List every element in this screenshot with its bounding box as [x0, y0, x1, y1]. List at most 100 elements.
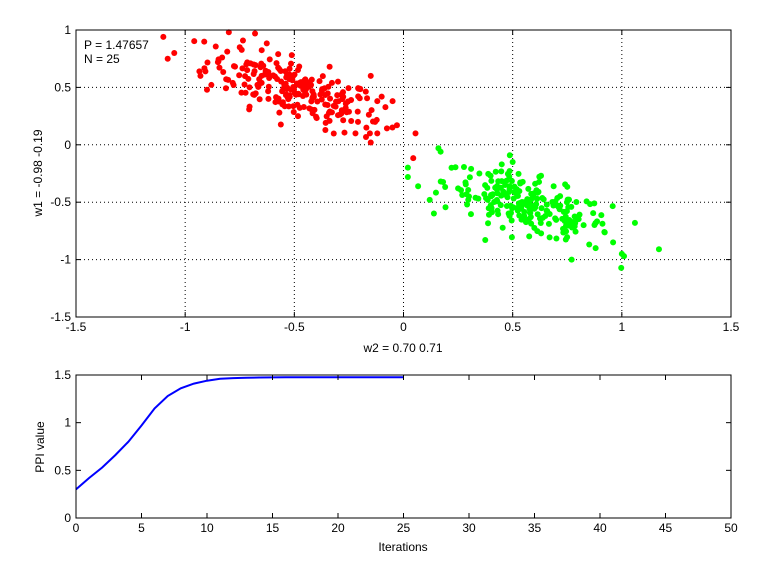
scatter-point	[437, 178, 444, 185]
scatter-point	[448, 164, 455, 171]
scatter-point	[404, 173, 411, 180]
scatter-point	[322, 101, 329, 108]
scatter-point	[382, 104, 389, 111]
scatter-point	[571, 213, 578, 220]
scatter-point	[355, 93, 362, 100]
scatter-point	[560, 208, 567, 215]
scatter-point	[563, 228, 570, 235]
scatter-point	[367, 139, 374, 146]
scatter-point	[354, 118, 361, 125]
scatter-point	[222, 85, 229, 92]
scatter-point	[344, 98, 351, 105]
scatter-point	[389, 124, 396, 131]
line-x-tick-label: 30	[462, 521, 476, 535]
scatter-point	[266, 56, 273, 63]
scatter-point	[555, 202, 562, 209]
scatter-point	[245, 75, 252, 82]
scatter-point	[389, 98, 396, 105]
scatter-point	[277, 121, 284, 128]
line-ticks: 0 5 10 15 20 25 30 35 40 45 50 0 0.5 1 1.5	[54, 368, 738, 535]
scatter-point	[546, 211, 553, 218]
scatter-point	[462, 179, 469, 186]
scatter-point	[208, 81, 215, 88]
scatter-point	[516, 200, 523, 207]
scatter-y-tick-label: 1	[64, 23, 71, 37]
scatter-x-tick-label: 1	[618, 320, 625, 334]
scatter-point	[303, 91, 310, 98]
line-y-tick-label: 1.5	[54, 368, 71, 382]
scatter-point	[601, 229, 608, 236]
scatter-point	[160, 33, 167, 40]
scatter-point	[553, 235, 560, 242]
scatter-point	[498, 161, 505, 168]
scatter-point	[487, 202, 494, 209]
scatter-point	[494, 183, 501, 190]
scatter-point	[372, 118, 379, 125]
scatter-point	[415, 183, 422, 190]
line-x-tick-label: 25	[397, 521, 411, 535]
scatter-y-tick-label: 0.5	[54, 80, 71, 94]
scatter-point	[339, 107, 346, 114]
scatter-point	[527, 213, 534, 220]
scatter-point	[374, 98, 381, 105]
scatter-point	[275, 64, 282, 71]
scatter-point	[533, 187, 540, 194]
scatter-axes-background	[76, 30, 731, 317]
scatter-point	[383, 125, 390, 132]
scatter-point	[265, 95, 272, 102]
scatter-point	[273, 60, 280, 67]
scatter-point	[363, 124, 370, 131]
scatter-point	[325, 83, 332, 90]
scatter-point	[497, 202, 504, 209]
scatter-point	[538, 205, 545, 212]
scatter-point	[341, 129, 348, 136]
scatter-point	[327, 95, 334, 102]
scatter-point	[225, 29, 232, 36]
scatter-point	[536, 178, 543, 185]
scatter-point	[265, 83, 272, 90]
scatter-point	[202, 68, 209, 75]
annotation-n-value: N = 25	[84, 52, 120, 66]
scatter-point	[265, 88, 272, 95]
scatter-point	[322, 119, 329, 126]
scatter-point	[442, 183, 449, 190]
scatter-point	[243, 61, 250, 68]
scatter-point	[366, 130, 373, 137]
scatter-point	[239, 65, 246, 72]
scatter-point	[466, 193, 472, 200]
scatter-point	[511, 183, 518, 190]
scatter-point	[561, 218, 568, 225]
scatter-point	[545, 220, 552, 227]
scatter-point	[244, 67, 251, 74]
scatter-point	[232, 63, 239, 70]
scatter-point	[467, 211, 474, 218]
scatter-point	[291, 86, 298, 93]
scatter-point	[254, 81, 261, 88]
scatter-point	[567, 219, 574, 226]
scatter-point	[265, 68, 272, 75]
scatter-point	[504, 194, 511, 201]
scatter-point	[257, 64, 264, 71]
scatter-point	[340, 117, 347, 124]
scatter-point	[510, 204, 517, 211]
scatter-point	[275, 51, 282, 58]
line-y-axis-label: PPI value	[33, 421, 47, 473]
scatter-point	[294, 66, 301, 73]
scatter-point	[295, 90, 302, 97]
scatter-point	[426, 196, 433, 203]
scatter-point	[631, 219, 638, 226]
scatter-point	[164, 55, 171, 62]
scatter-y-tick-label: -0.5	[50, 195, 71, 209]
line-x-tick-label: 10	[200, 521, 214, 535]
scatter-point	[494, 190, 501, 197]
line-x-tick-label: 50	[724, 521, 738, 535]
scatter-point	[482, 237, 489, 244]
scatter-point	[538, 172, 545, 179]
scatter-y-tick-label: -1.5	[50, 310, 71, 324]
scatter-point	[592, 220, 599, 227]
scatter-y-axis-label: w1 = -0.98 -0.19	[31, 129, 45, 217]
scatter-point	[485, 220, 492, 227]
scatter-point	[539, 214, 546, 221]
